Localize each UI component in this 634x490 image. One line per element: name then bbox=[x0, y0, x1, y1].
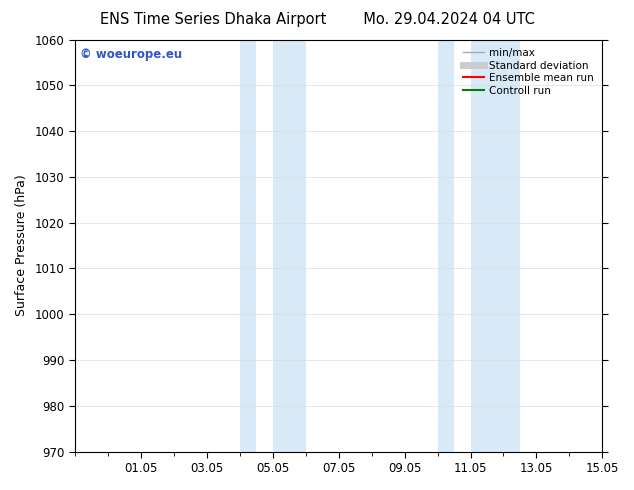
Bar bbox=[470, 40, 520, 452]
Text: ENS Time Series Dhaka Airport        Mo. 29.04.2024 04 UTC: ENS Time Series Dhaka Airport Mo. 29.04.… bbox=[100, 12, 534, 27]
Bar bbox=[273, 40, 306, 452]
Bar bbox=[437, 40, 454, 452]
Text: © woeurope.eu: © woeurope.eu bbox=[81, 48, 183, 61]
Y-axis label: Surface Pressure (hPa): Surface Pressure (hPa) bbox=[15, 175, 28, 317]
Legend: min/max, Standard deviation, Ensemble mean run, Controll run: min/max, Standard deviation, Ensemble me… bbox=[460, 45, 597, 99]
Bar bbox=[240, 40, 256, 452]
